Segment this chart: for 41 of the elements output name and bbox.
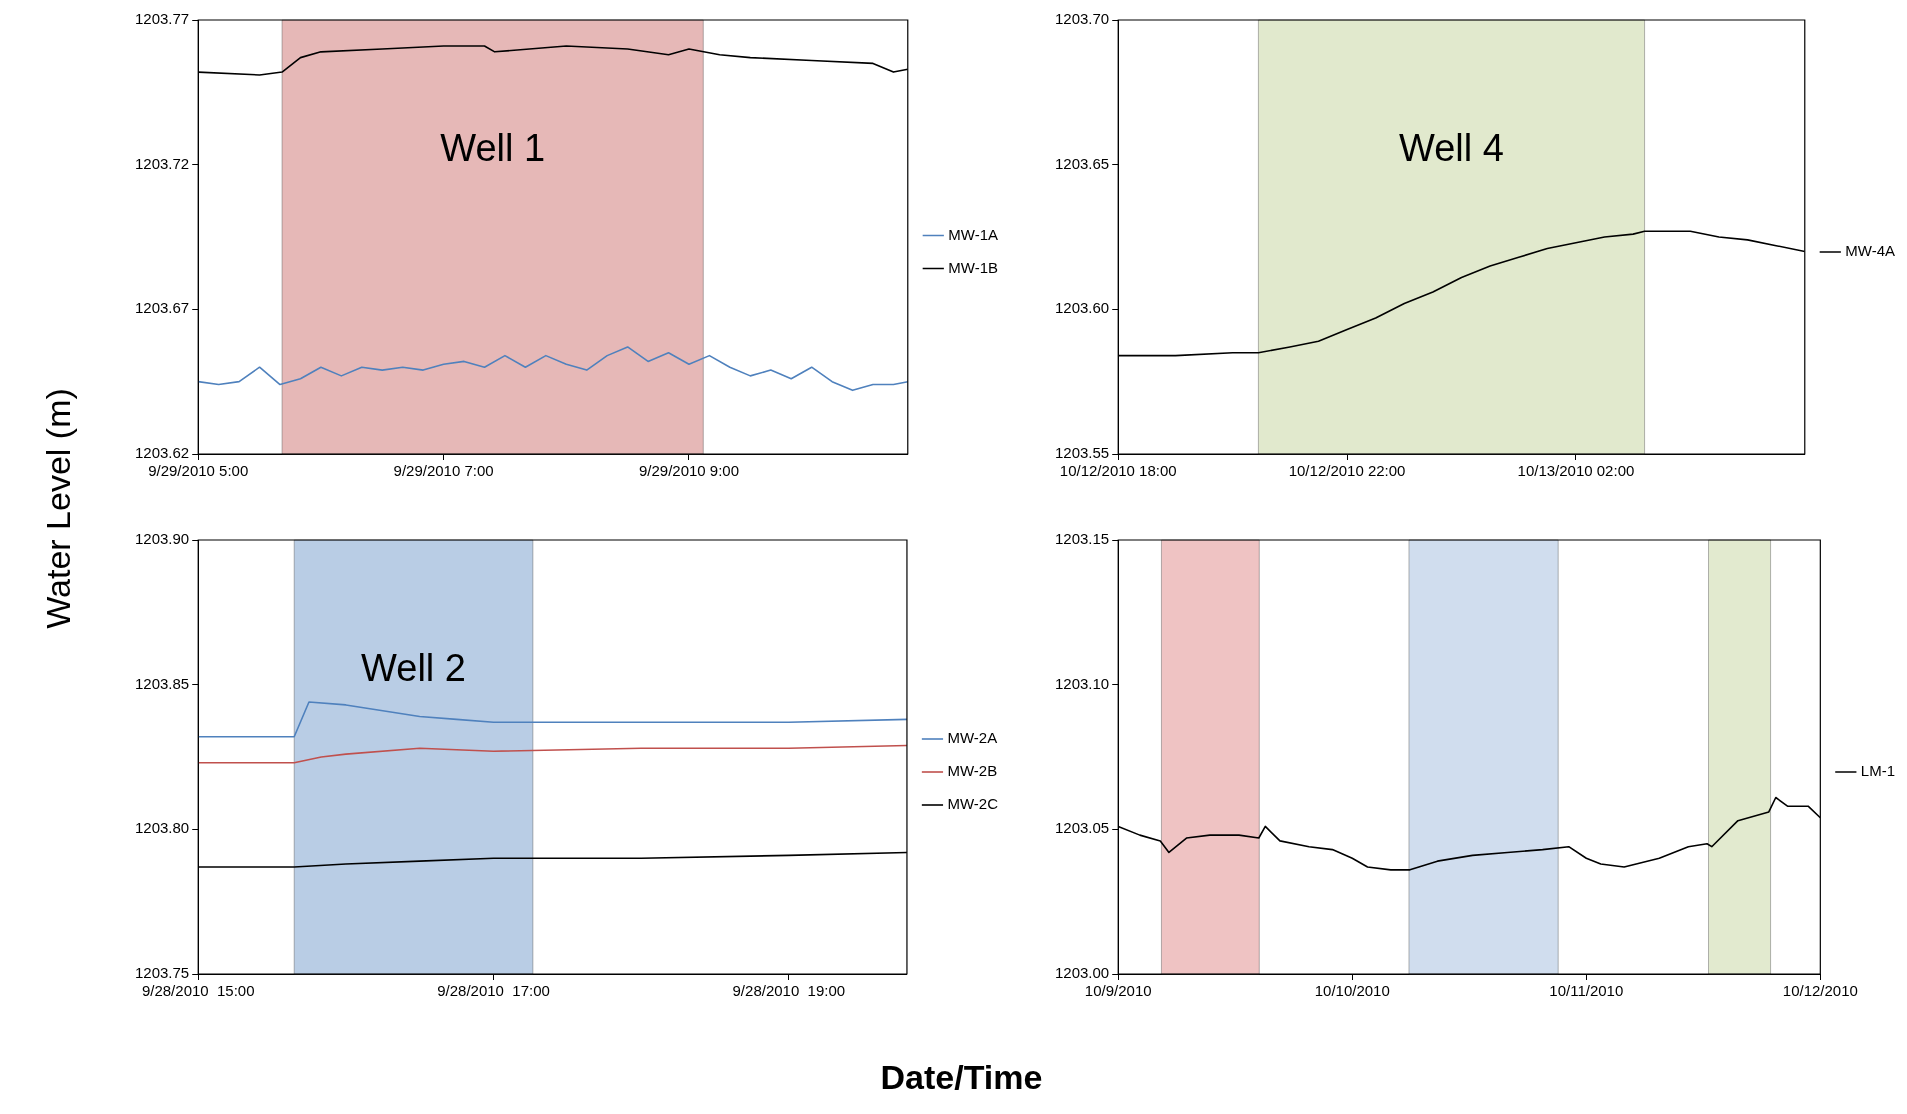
y-tick-label: 1203.15 — [1054, 530, 1110, 548]
legend-label: MW-1B — [948, 258, 999, 276]
x-tick-label: 9/28/2010 19:00 — [732, 982, 846, 1000]
y-tick-label: 1203.05 — [1054, 819, 1110, 837]
x-tick-label: 9/29/2010 5:00 — [148, 462, 249, 480]
y-tick-label: 1203.90 — [134, 530, 190, 548]
y-tick-label: 1203.80 — [134, 819, 190, 837]
y-tick-label: 1203.10 — [1054, 674, 1110, 692]
band-label: Well 1 — [440, 126, 546, 169]
x-tick-label: 10/12/2010 18:00 — [1059, 462, 1177, 480]
x-tick-label: 10/10/2010 — [1314, 982, 1390, 1000]
band-label: Well 2 — [361, 646, 466, 689]
legend-label: MW-2C — [947, 795, 999, 813]
x-tick-label: 10/9/2010 — [1084, 982, 1152, 1000]
y-tick-label: 1203.77 — [134, 10, 190, 28]
y-tick-label: 1203.75 — [134, 964, 190, 982]
y-tick-label: 1203.60 — [1054, 299, 1110, 317]
y-tick-label: 1203.85 — [134, 674, 190, 692]
y-tick-label: 1203.65 — [1054, 154, 1110, 172]
band-label: Well 4 — [1399, 126, 1504, 169]
y-axis-title: Water Level (m) — [38, 387, 78, 629]
x-tick-label: 10/12/2010 — [1782, 982, 1858, 1000]
legend-label: MW-4A — [1845, 242, 1896, 260]
x-tick-label: 10/11/2010 — [1549, 982, 1624, 1000]
legend-label: LM-1 — [1860, 762, 1896, 780]
x-tick-label: 9/28/2010 17:00 — [437, 982, 550, 1000]
x-axis-title: Date/Time — [879, 1058, 1044, 1097]
x-tick-label: 9/28/2010 15:00 — [141, 982, 255, 1000]
legend-label: MW-2B — [947, 762, 998, 780]
x-tick-label: 9/29/2010 7:00 — [393, 462, 494, 480]
y-tick-label: 1203.62 — [134, 444, 190, 462]
y-tick-label: 1203.00 — [1054, 964, 1110, 982]
y-tick-label: 1203.70 — [1054, 10, 1110, 28]
legend-label: MW-2A — [947, 729, 998, 747]
y-tick-label: 1203.55 — [1054, 444, 1110, 462]
x-tick-label: 10/12/2010 22:00 — [1288, 462, 1406, 480]
y-tick-label: 1203.67 — [134, 299, 190, 317]
legend-label: MW-1A — [948, 225, 999, 243]
x-tick-label: 9/29/2010 9:00 — [638, 462, 740, 480]
y-tick-label: 1203.72 — [134, 154, 190, 172]
x-tick-label: 10/13/2010 02:00 — [1517, 462, 1635, 480]
